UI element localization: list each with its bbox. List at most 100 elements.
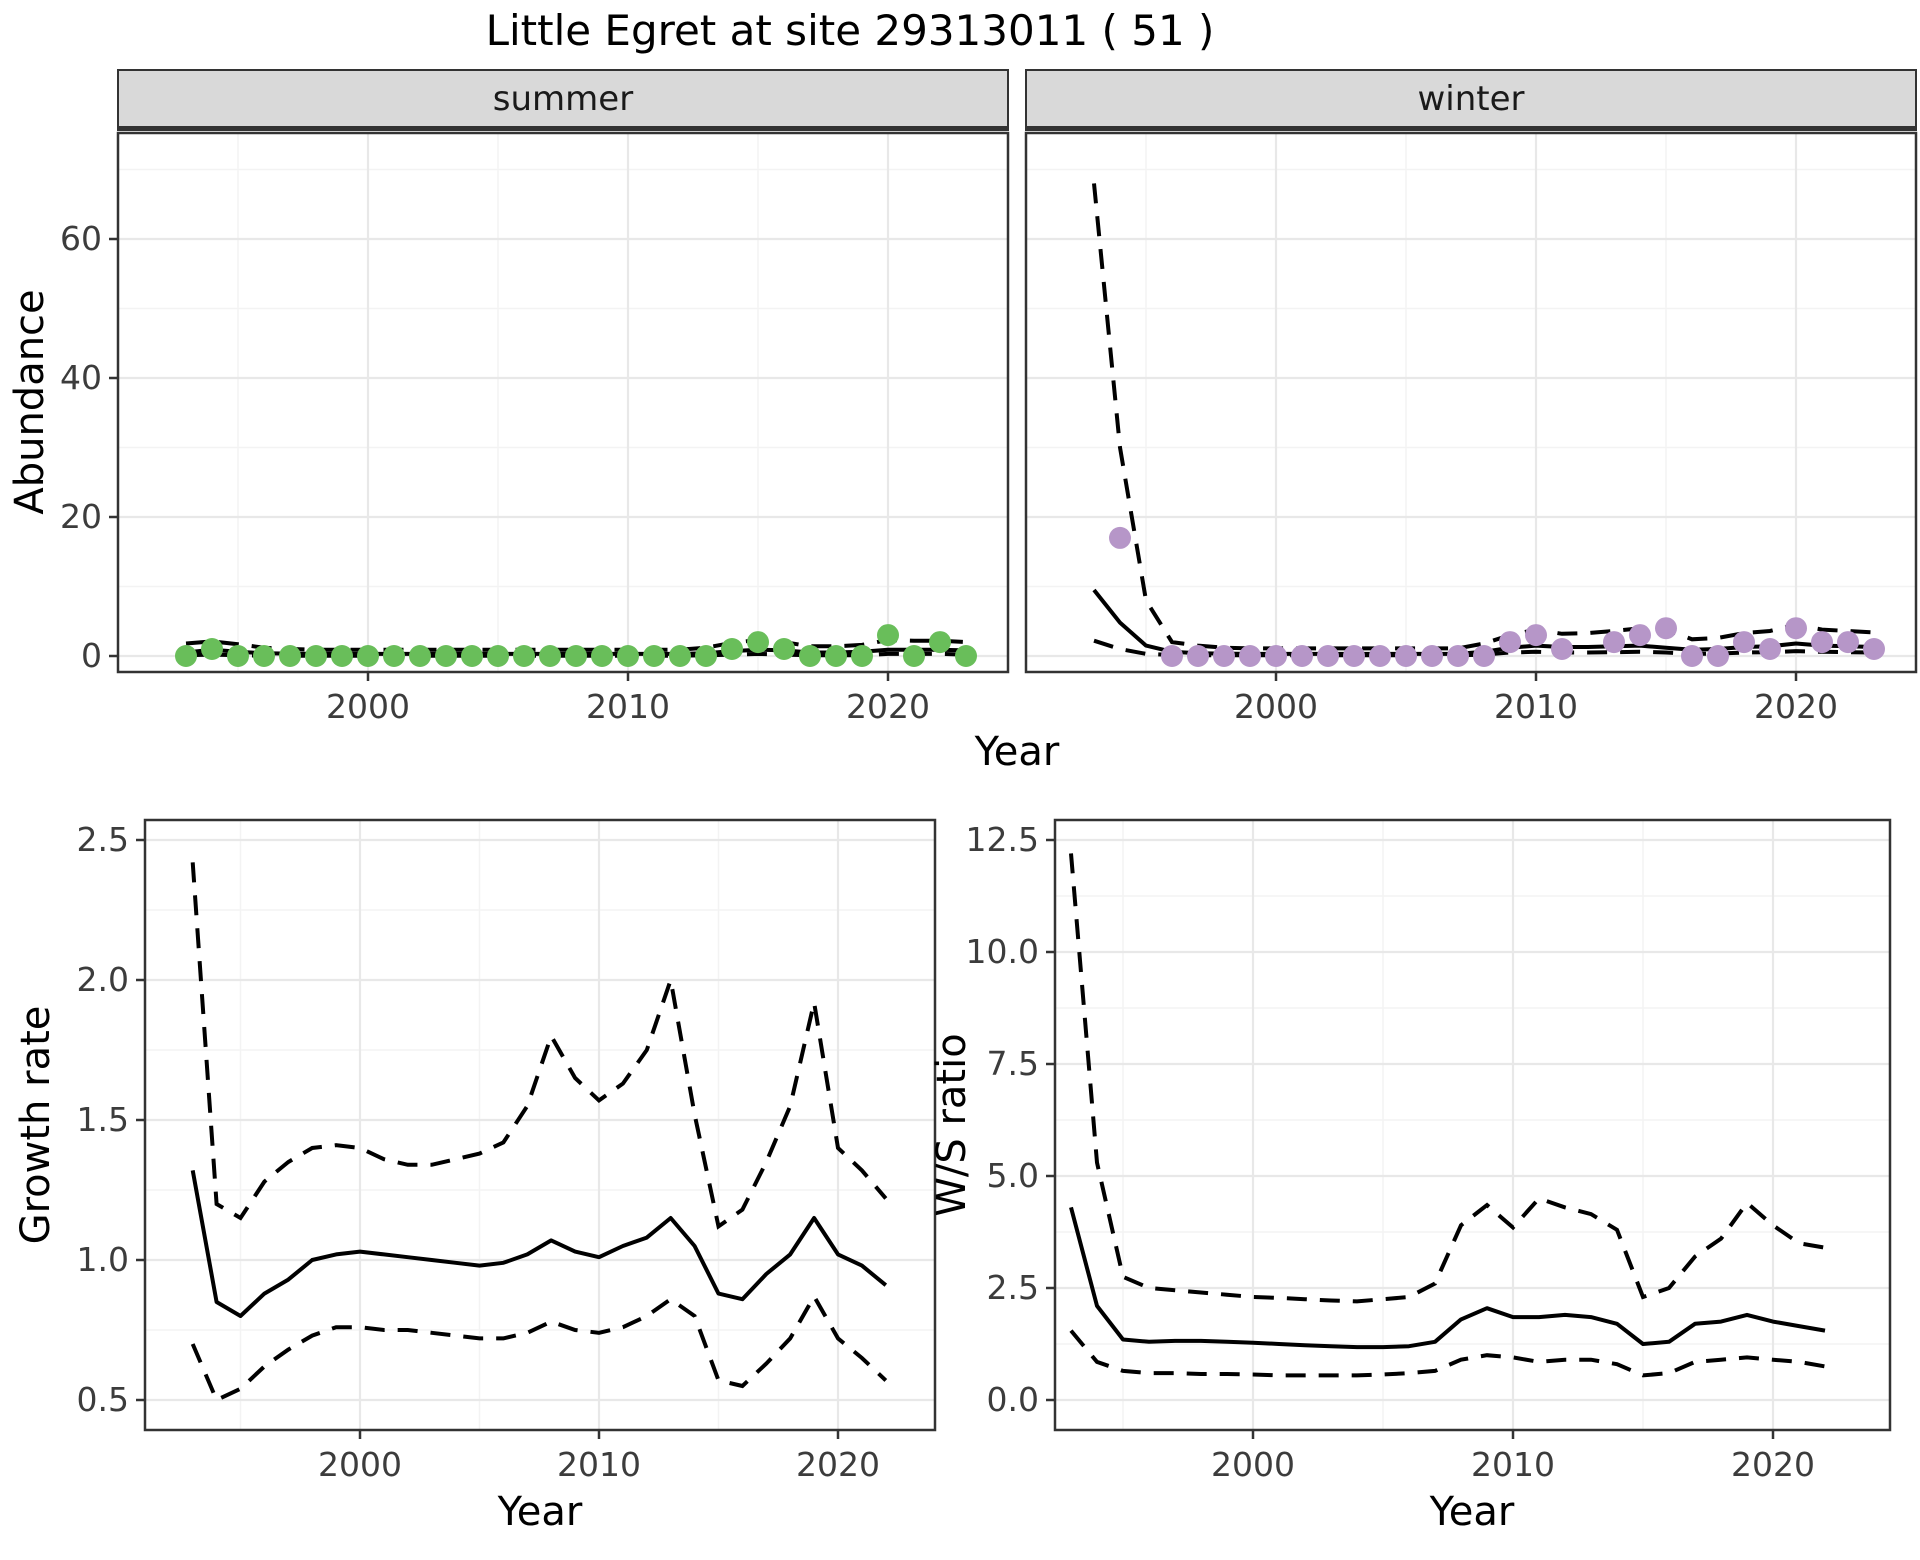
- panel-ws-ratio: 2000 2010 2020 0.0 2.5 5.0 7.5 10.0 12.5: [966, 818, 1892, 1484]
- data-point: [643, 645, 665, 667]
- x-tick-label: 2020: [1754, 687, 1838, 726]
- data-point: [1395, 645, 1417, 667]
- y-tick-label: 0.5: [77, 1380, 129, 1419]
- y-tick-label: 0.0: [987, 1380, 1039, 1419]
- data-point: [591, 645, 613, 667]
- x-tick-label: 2000: [326, 687, 410, 726]
- panel-border: [1024, 131, 1918, 674]
- data-point: [409, 645, 431, 667]
- facet-strip-summer: summer: [117, 69, 1009, 131]
- x-tick-label: 2020: [1731, 1445, 1815, 1484]
- data-point: [617, 645, 639, 667]
- facet-strip-winter: winter: [1025, 69, 1917, 131]
- ws-ratio-axis-title: W/S ratio: [929, 1033, 975, 1217]
- year-axis-title-growth: Year: [497, 1489, 583, 1535]
- data-point: [279, 645, 301, 667]
- facet-label-summer: summer: [492, 78, 634, 119]
- data-point: [253, 645, 275, 667]
- x-tick-label: 2000: [318, 1445, 402, 1484]
- facet-label-winter: winter: [1417, 78, 1525, 119]
- data-point: [1161, 645, 1183, 667]
- y-tick-label: 0: [81, 636, 102, 675]
- y-tick-label: 2.5: [77, 820, 129, 859]
- data-point: [1629, 624, 1651, 647]
- data-point: [1369, 645, 1391, 667]
- data-point: [513, 645, 535, 667]
- data-point: [1733, 631, 1755, 654]
- data-point: [721, 638, 743, 660]
- data-point: [1681, 645, 1703, 667]
- ci-upper-line: [1069, 853, 1826, 1304]
- y-tick-label: 10.0: [966, 932, 1039, 971]
- panel-background: [118, 133, 1008, 672]
- data-point: [201, 638, 223, 660]
- data-point: [773, 638, 795, 660]
- trend-line: [190, 1170, 888, 1318]
- panel-border: [116, 131, 1010, 674]
- data-point: [695, 645, 717, 667]
- x-tick-label: 2010: [1471, 1445, 1555, 1484]
- x-tick-label: 2010: [586, 687, 670, 726]
- data-point: [1421, 645, 1443, 667]
- panel-border: [1053, 818, 1892, 1432]
- y-tick-label: 2.5: [987, 1268, 1039, 1307]
- data-point: [929, 631, 951, 654]
- data-point: [1499, 631, 1521, 654]
- year-axis-title-ws: Year: [1429, 1489, 1515, 1535]
- data-point: [1603, 631, 1625, 654]
- data-point: [1343, 645, 1365, 667]
- data-point: [1239, 645, 1261, 667]
- panel-growth-rate: 2000 2010 2020 0.5 1.0 1.5 2.0 2.5: [77, 818, 937, 1484]
- data-point: [305, 645, 327, 667]
- data-point: [1759, 638, 1781, 660]
- panel-abundance-summer: 2000 2010 2020 0 20 40 60: [60, 131, 1010, 726]
- panel-background: [1026, 133, 1916, 672]
- panel-border: [143, 818, 937, 1432]
- data-point: [435, 645, 457, 667]
- data-point: [747, 631, 769, 654]
- y-tick-label: 1.0: [77, 1240, 129, 1279]
- y-tick-label: 2.0: [77, 960, 129, 999]
- data-point: [903, 645, 925, 667]
- data-point: [669, 645, 691, 667]
- panel-abundance-winter: 2000 2010 2020: [1024, 131, 1918, 726]
- data-point: [1109, 526, 1131, 549]
- data-point: [461, 645, 483, 667]
- data-point: [1837, 631, 1859, 654]
- data-point: [227, 645, 249, 667]
- ci-upper-line: [190, 862, 888, 1230]
- data-point: [1785, 617, 1807, 640]
- data-point: [331, 645, 353, 667]
- data-point: [825, 645, 847, 667]
- series-group: [190, 862, 888, 1403]
- y-tick-label: 20: [60, 497, 102, 536]
- y-tick-label: 40: [60, 358, 102, 397]
- data-point: [1265, 645, 1287, 667]
- data-point: [1811, 631, 1833, 654]
- data-point: [565, 645, 587, 667]
- data-point: [1863, 638, 1885, 660]
- trend-line: [1069, 1206, 1826, 1350]
- series-group: [1069, 853, 1826, 1378]
- data-point: [877, 624, 899, 647]
- data-point: [1525, 624, 1547, 647]
- data-point: [1291, 645, 1313, 667]
- y-tick-label: 1.5: [77, 1100, 129, 1139]
- y-tick-label: 5.0: [987, 1156, 1039, 1195]
- data-point: [1655, 617, 1677, 640]
- chart-title: Little Egret at site 29313011 ( 51 ): [485, 6, 1215, 55]
- data-point: [357, 645, 379, 667]
- data-point: [1707, 645, 1729, 667]
- x-tick-label: 2010: [1494, 687, 1578, 726]
- data-point: [1187, 645, 1209, 667]
- panel-background: [145, 820, 935, 1430]
- data-point: [799, 645, 821, 667]
- y-tick-label: 12.5: [966, 820, 1039, 859]
- y-tick-label: 7.5: [987, 1044, 1039, 1083]
- x-tick-label: 2000: [1211, 1445, 1295, 1484]
- ci-lower-line: [1069, 1329, 1826, 1378]
- data-point: [851, 645, 873, 667]
- data-point: [487, 645, 509, 667]
